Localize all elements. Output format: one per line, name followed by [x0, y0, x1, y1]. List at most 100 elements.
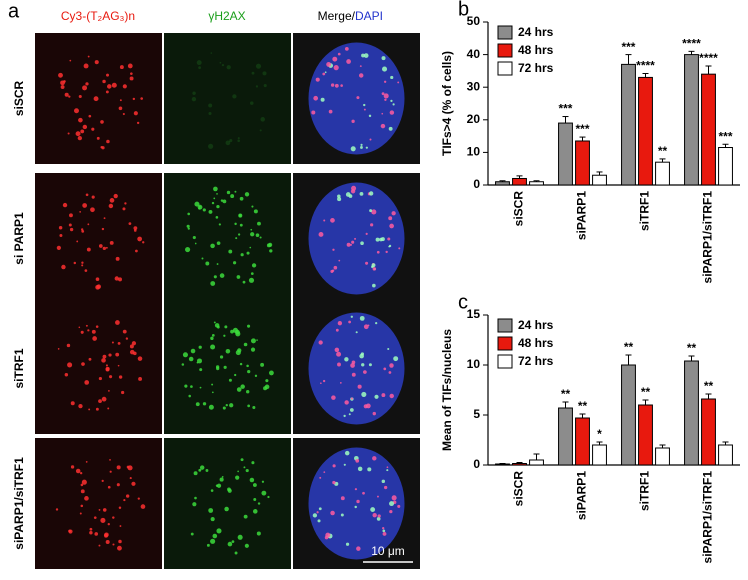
- focus: [81, 228, 84, 231]
- focus: [346, 242, 351, 247]
- row-label: siTRF1: [12, 348, 26, 388]
- focus: [269, 249, 273, 253]
- focus: [319, 476, 322, 479]
- focus: [208, 404, 214, 410]
- focus: [218, 223, 221, 226]
- legend-label: 48 hrs: [518, 336, 554, 350]
- focus: [108, 389, 110, 392]
- focus: [67, 132, 70, 135]
- focus: [385, 250, 388, 254]
- focus: [340, 84, 343, 87]
- focus: [93, 96, 99, 102]
- focus: [194, 496, 197, 500]
- focus: [236, 275, 241, 279]
- focus: [125, 494, 130, 498]
- focus: [392, 103, 395, 106]
- focus: [186, 224, 190, 228]
- focus: [372, 411, 376, 416]
- focus: [82, 85, 88, 91]
- focus: [133, 111, 138, 116]
- focus: [359, 65, 362, 68]
- focus: [372, 283, 376, 288]
- focus: [387, 347, 390, 351]
- significance: ***: [575, 122, 589, 136]
- row-label: siPARP1/siTRF1: [12, 457, 26, 550]
- focus: [237, 137, 240, 140]
- focus: [369, 191, 374, 196]
- focus: [356, 546, 361, 551]
- bar: [529, 459, 544, 466]
- x-tick-label: siPARP1/siTRF1: [701, 191, 715, 284]
- focus: [210, 517, 215, 522]
- focus: [100, 120, 104, 124]
- focus: [391, 495, 397, 501]
- focus: [367, 467, 372, 472]
- focus: [369, 138, 372, 141]
- focus: [106, 84, 112, 89]
- focus: [212, 533, 218, 539]
- focus: [350, 363, 355, 368]
- focus: [117, 545, 122, 551]
- focus: [224, 506, 229, 512]
- focus: [198, 207, 201, 210]
- focus: [348, 320, 352, 324]
- focus: [231, 540, 235, 544]
- focus: [66, 343, 71, 348]
- focus: [330, 269, 334, 273]
- focus: [351, 119, 355, 123]
- focus: [224, 325, 228, 329]
- focus: [192, 235, 196, 240]
- focus: [238, 213, 243, 218]
- focus: [108, 353, 112, 357]
- scale-bar-label: 10 μm: [371, 544, 405, 558]
- focus: [380, 237, 385, 242]
- focus: [365, 261, 369, 265]
- bar: [701, 398, 716, 466]
- focus: [374, 394, 379, 399]
- focus: [337, 197, 342, 202]
- focus: [122, 84, 127, 89]
- focus: [386, 466, 389, 469]
- focus: [333, 65, 339, 71]
- focus: [358, 73, 364, 78]
- focus: [320, 97, 325, 102]
- focus: [228, 378, 232, 382]
- focus: [351, 240, 355, 244]
- focus: [219, 61, 222, 64]
- focus: [388, 371, 392, 374]
- focus: [83, 63, 89, 69]
- focus: [225, 348, 231, 354]
- focus: [108, 203, 114, 209]
- focus: [354, 488, 358, 491]
- focus: [261, 490, 267, 496]
- focus: [142, 241, 145, 244]
- focus: [260, 117, 265, 122]
- focus: [332, 56, 338, 62]
- focus: [332, 480, 336, 485]
- focus: [95, 284, 100, 290]
- x-tick-label: siPARP1: [575, 471, 589, 520]
- focus: [360, 146, 363, 149]
- focus: [362, 491, 365, 495]
- focus: [187, 227, 190, 230]
- legend-label: 48 hrs: [518, 43, 554, 57]
- focus: [348, 413, 351, 416]
- focus: [363, 108, 366, 111]
- focus: [377, 514, 381, 518]
- focus: [382, 531, 387, 536]
- x-tick-label: siTRF1: [638, 191, 652, 231]
- focus: [340, 496, 345, 501]
- focus: [216, 366, 220, 371]
- focus: [216, 483, 222, 488]
- focus: [370, 223, 374, 227]
- focus: [251, 205, 254, 208]
- focus: [355, 331, 358, 334]
- focus: [87, 55, 90, 58]
- focus: [140, 504, 146, 509]
- focus: [208, 111, 212, 116]
- focus: [388, 216, 393, 221]
- focus: [80, 330, 84, 334]
- focus: [372, 267, 377, 271]
- focus: [190, 348, 196, 354]
- focus: [246, 390, 250, 394]
